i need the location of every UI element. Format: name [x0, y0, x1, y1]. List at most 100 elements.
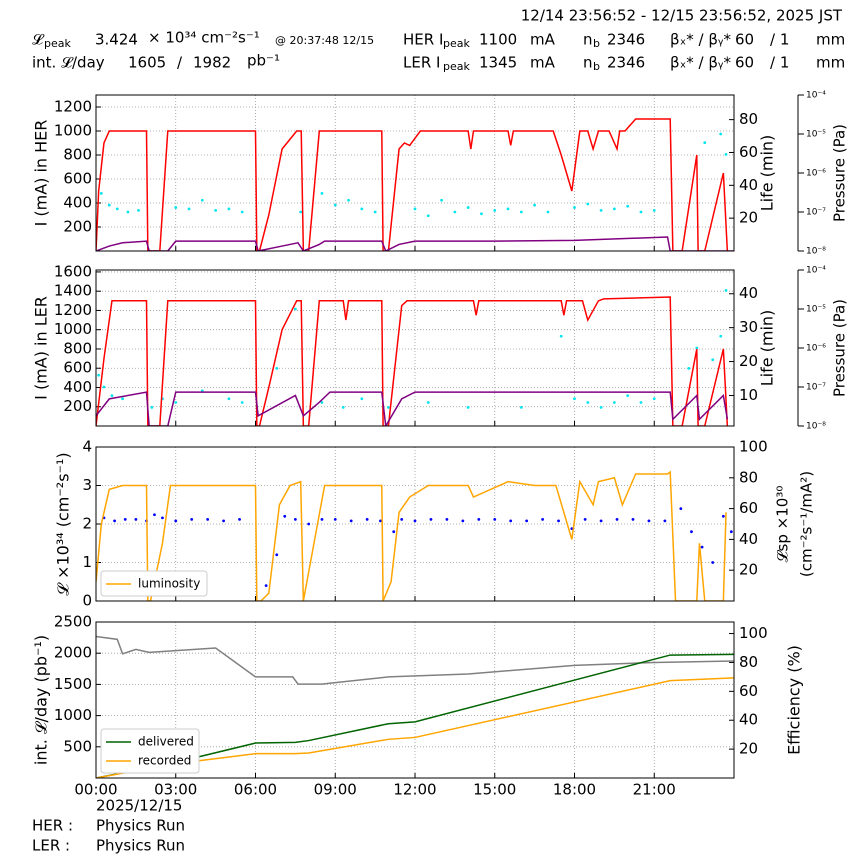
x-tick-label: 21:00	[633, 781, 676, 799]
data-point	[639, 401, 643, 404]
data-point	[341, 405, 345, 409]
y2-tick-label: 20	[739, 352, 758, 370]
data-line	[96, 236, 734, 251]
data-line	[96, 296, 729, 426]
y2-tick-label: 40	[739, 530, 758, 548]
y-tick-label: 1000	[54, 320, 92, 338]
ler-label: LER :	[32, 837, 70, 855]
data-point	[206, 517, 210, 521]
plot-area	[96, 288, 729, 426]
data-point	[480, 212, 483, 216]
data-point	[506, 207, 510, 211]
y2-label: 𝓛sp ×10³⁰	[774, 486, 792, 563]
data-point	[333, 517, 337, 521]
data-point	[493, 517, 497, 521]
y2-tick-label: 100	[739, 624, 768, 642]
data-point	[227, 207, 231, 211]
legend-box	[100, 728, 200, 774]
y-tick-label: 1000	[54, 706, 92, 724]
data-point	[615, 517, 619, 521]
ler-nb: n	[583, 54, 593, 72]
data-point	[626, 394, 630, 398]
lpeak-unit: × 10³⁴ cm⁻²s⁻¹	[148, 29, 260, 47]
data-point	[187, 207, 191, 211]
frame	[95, 269, 735, 427]
data-point	[126, 210, 130, 214]
ler-ipeak-sub: peak	[443, 60, 470, 73]
data-point	[107, 203, 111, 207]
data-point	[379, 519, 382, 523]
her-beta-y: / 1	[770, 31, 789, 49]
data-point	[466, 206, 470, 209]
data-point	[724, 288, 728, 292]
her-nb-sub: b	[593, 37, 600, 50]
data-point	[586, 401, 590, 404]
data-point	[729, 530, 733, 534]
data-point	[631, 517, 635, 521]
data-point	[687, 366, 691, 370]
data-point	[275, 553, 279, 557]
data-point	[461, 519, 465, 523]
lpeak-label: 𝓛	[32, 31, 45, 49]
legend-box	[100, 570, 208, 597]
her-mode: Physics Run	[96, 817, 185, 835]
x-tick-label: 09:00	[314, 781, 357, 799]
x-tick-label: 00:00	[74, 781, 117, 799]
y3-tick-label: 10⁻⁶	[806, 344, 826, 354]
data-point	[153, 513, 156, 517]
data-point	[719, 334, 723, 338]
data-point	[445, 517, 449, 521]
data-point	[599, 208, 603, 212]
y3-tick-label: 10⁻⁸	[806, 247, 826, 257]
data-point	[102, 385, 106, 389]
data-point	[190, 517, 194, 521]
y-tick-label: 200	[63, 218, 92, 236]
y2-label: Life (min)	[758, 135, 777, 212]
intl-unit: pb⁻¹	[247, 52, 280, 70]
y-tick-label: 400	[63, 378, 92, 396]
data-point	[99, 191, 103, 195]
intl-label: int. 𝓛/day	[32, 54, 105, 72]
data-point	[320, 191, 324, 195]
y3-tick-label: 10⁻⁴	[806, 266, 826, 276]
y2-tick-label: 40	[739, 711, 758, 729]
x-tick-label: 18:00	[553, 781, 596, 799]
y2-label: (cm⁻²s⁻¹/mA²)	[798, 471, 816, 577]
y-label: I (mA) in HER	[32, 120, 51, 227]
data-point	[360, 207, 364, 211]
y-tick-label: 1400	[54, 282, 92, 300]
data-point	[264, 584, 268, 587]
data-point	[519, 210, 523, 214]
data-point	[293, 307, 297, 311]
plot-area	[96, 635, 734, 778]
lpeak-sub: peak	[44, 37, 71, 50]
y2-tick-label: 40	[739, 284, 758, 302]
data-point	[466, 405, 470, 409]
data-point	[150, 405, 154, 409]
x-tick-label: 06:00	[234, 781, 277, 799]
data-point	[283, 514, 287, 518]
data-line	[96, 470, 727, 601]
data-point	[663, 519, 667, 523]
data-point	[426, 401, 430, 404]
data-point	[320, 401, 324, 404]
data-point	[652, 208, 656, 212]
her-beta: βₓ* / βᵧ*	[670, 31, 731, 49]
data-point	[724, 152, 728, 156]
her-nb: n	[583, 31, 593, 49]
data-line	[96, 653, 734, 778]
intl-recorded: 1605	[128, 54, 166, 72]
y2-tick-label: 100	[739, 438, 768, 456]
y2-tick-label: 80	[739, 468, 758, 486]
data-point	[222, 519, 226, 523]
her-nb-value: 2346	[607, 31, 645, 49]
y-tick-label: 1	[82, 553, 92, 571]
data-point	[652, 397, 656, 401]
data-point	[121, 397, 124, 401]
data-point	[97, 373, 101, 377]
ler-nb-value: 2346	[607, 54, 645, 72]
y-tick-label: 1500	[54, 675, 92, 693]
data-point	[400, 517, 404, 521]
y-tick-label: 2500	[54, 613, 92, 631]
